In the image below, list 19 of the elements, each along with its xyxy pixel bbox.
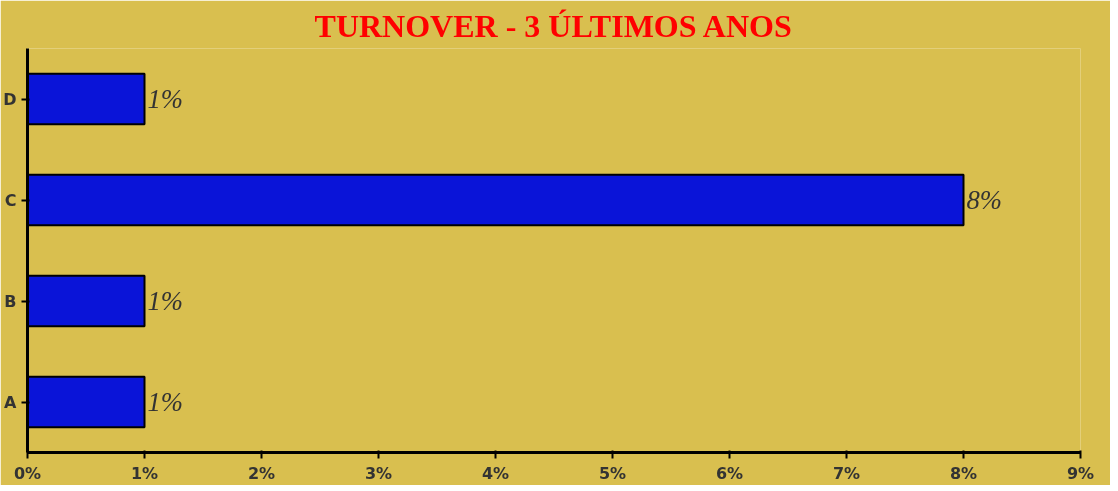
chart-title: TURNOVER - 3 ÚLTIMOS ANOS	[314, 7, 792, 44]
x-tick-label: 0%	[13, 463, 42, 483]
data-label: 1%	[147, 286, 184, 316]
y-tick-label: B	[4, 291, 17, 311]
x-tick-label: 1%	[130, 463, 159, 483]
y-tick-label: A	[4, 392, 18, 412]
data-label: 1%	[147, 387, 184, 417]
data-label: 8%	[966, 185, 1003, 215]
x-tick-label: 9%	[1066, 463, 1095, 483]
y-tick-label: D	[3, 89, 17, 109]
x-tick-label: 8%	[949, 463, 978, 483]
x-tick-label: 3%	[364, 463, 393, 483]
x-tick-label: 5%	[598, 463, 627, 483]
x-tick-label: 4%	[481, 463, 510, 483]
x-tick-label: 7%	[832, 463, 861, 483]
y-tick-label: C	[4, 190, 17, 210]
x-tick-label: 6%	[715, 463, 744, 483]
x-tick-label: 2%	[247, 463, 276, 483]
data-label: 1%	[147, 84, 184, 114]
